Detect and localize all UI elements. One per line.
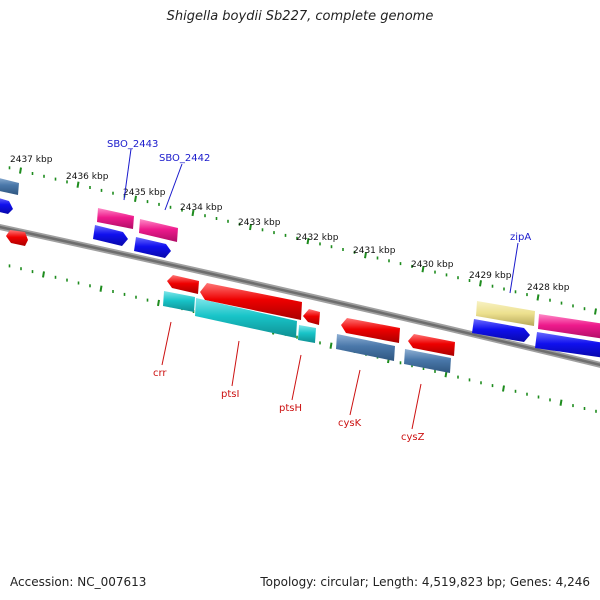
upper-ruler-major-tick bbox=[306, 237, 310, 245]
callout-cysz bbox=[411, 383, 422, 430]
gene-feature-sbo-2443[interactable] bbox=[97, 208, 134, 229]
reverse-strand-row-1 bbox=[167, 275, 455, 356]
callout-ptsh bbox=[291, 354, 302, 401]
gene-label-ptsh[interactable]: ptsH bbox=[279, 403, 302, 414]
ruler-tick-labels: 2437 kbp 2436 kbp 2435 kbp 2434 kbp 2433… bbox=[10, 155, 570, 293]
upper-ruler-major-tick bbox=[134, 195, 137, 202]
gene-feature[interactable] bbox=[538, 314, 600, 339]
upper-ruler-major-tick bbox=[76, 181, 80, 188]
genome-summary-text: Topology: circular; Length: 4,519,823 bp… bbox=[260, 575, 590, 589]
upper-ruler-major-tick bbox=[479, 280, 482, 287]
upper-ruler-major-tick bbox=[594, 308, 597, 315]
lower-ruler-major-tick bbox=[99, 285, 103, 292]
gene-label-cysz[interactable]: cysZ bbox=[401, 432, 425, 443]
tick-label-2430: 2430 kbp bbox=[411, 260, 454, 270]
tick-label-2428: 2428 kbp bbox=[527, 283, 570, 293]
tick-label-2435: 2435 kbp bbox=[123, 188, 166, 198]
gene-label-crr[interactable]: crr bbox=[153, 368, 167, 379]
tick-label-2436: 2436 kbp bbox=[66, 172, 109, 182]
reverse-strand-row-2 bbox=[163, 291, 451, 373]
tick-label-2432: 2432 kbp bbox=[296, 233, 339, 243]
lower-ruler-major-tick bbox=[559, 399, 563, 406]
upper-ruler-major-tick bbox=[421, 266, 425, 273]
callout-sbo-2443 bbox=[123, 148, 132, 201]
tick-label-2433: 2433 kbp bbox=[238, 218, 281, 228]
callout-ptsi bbox=[231, 340, 240, 387]
gene-feature-cysz[interactable] bbox=[408, 334, 455, 356]
gene-callout-lines bbox=[123, 148, 519, 430]
gene-feature-crr[interactable] bbox=[167, 275, 199, 294]
tick-label-2437: 2437 kbp bbox=[10, 155, 53, 165]
gene-feature[interactable] bbox=[535, 332, 600, 358]
gene-feature[interactable] bbox=[298, 325, 316, 343]
gene-label-sbo-2442[interactable]: SBO_2442 bbox=[159, 153, 210, 164]
upper-ruler-major-tick bbox=[19, 167, 22, 174]
gene-feature[interactable] bbox=[336, 334, 395, 361]
lower-ruler-major-tick bbox=[42, 271, 45, 278]
gene-feature[interactable] bbox=[195, 298, 297, 338]
forward-strand-row-1 bbox=[0, 177, 600, 339]
gene-feature[interactable] bbox=[0, 177, 19, 195]
gene-feature[interactable] bbox=[6, 230, 28, 246]
gene-feature[interactable] bbox=[93, 225, 128, 246]
gene-label-zipa[interactable]: zipA bbox=[510, 232, 531, 243]
upper-ruler-major-tick bbox=[191, 209, 195, 217]
gene-feature[interactable] bbox=[472, 319, 530, 342]
gene-labels-upper: SBO_2443 SBO_2442 zipA bbox=[107, 139, 531, 243]
accession-text: Accession: NC_007613 bbox=[10, 575, 147, 589]
gene-label-sbo-2443[interactable]: SBO_2443 bbox=[107, 139, 158, 150]
callout-crr bbox=[161, 321, 172, 366]
map-title: Shigella boydii Sb227, complete genome bbox=[166, 9, 434, 24]
gene-feature-ptsh[interactable] bbox=[303, 309, 320, 325]
gene-feature-ptsi[interactable] bbox=[200, 283, 302, 320]
gene-feature[interactable] bbox=[404, 349, 451, 373]
lower-ruler-major-tick bbox=[157, 299, 160, 307]
genome-backbone-shadow bbox=[0, 225, 600, 367]
tick-label-2431: 2431 kbp bbox=[353, 246, 396, 256]
callout-cysk bbox=[349, 369, 361, 416]
callout-zipa bbox=[509, 242, 519, 294]
upper-ruler-major-tick bbox=[536, 294, 540, 301]
gene-feature[interactable] bbox=[163, 291, 195, 312]
lower-ruler-major-tick bbox=[502, 385, 505, 392]
tick-label-2434: 2434 kbp bbox=[180, 203, 223, 213]
forward-strand-row-2 bbox=[0, 197, 600, 358]
gene-feature-cysk[interactable] bbox=[341, 318, 400, 343]
gene-label-ptsi[interactable]: ptsI bbox=[221, 389, 239, 400]
upper-ruler-major-tick bbox=[249, 223, 252, 231]
tick-label-2429: 2429 kbp bbox=[469, 271, 512, 281]
gene-feature[interactable] bbox=[134, 237, 171, 258]
gene-feature-sbo-2442[interactable] bbox=[139, 219, 178, 242]
gene-labels-lower: crr ptsI ptsH cysK cysZ bbox=[153, 368, 425, 443]
lower-ruler-major-tick bbox=[329, 342, 333, 349]
upper-ruler-major-tick bbox=[364, 252, 367, 259]
gene-feature-zipa[interactable] bbox=[476, 301, 535, 326]
gene-feature[interactable] bbox=[0, 197, 13, 214]
callout-sbo-2442 bbox=[164, 163, 183, 211]
gene-label-cysk[interactable]: cysK bbox=[338, 418, 362, 429]
